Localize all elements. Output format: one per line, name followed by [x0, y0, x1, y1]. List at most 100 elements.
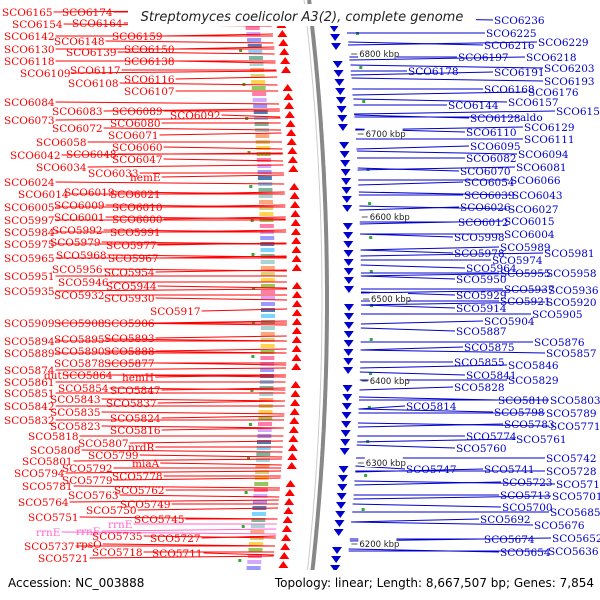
gene-label: SCO5735: [92, 531, 143, 543]
reverse-gene-arrow: [331, 43, 342, 50]
gene-connector: [353, 110, 556, 115]
feature-block: [251, 80, 266, 84]
gene-label: SCO6072: [52, 123, 103, 135]
reverse-gene-arrow: [335, 97, 346, 104]
gene-connector: [105, 322, 287, 326]
feature-block: [248, 56, 263, 60]
reverse-gene-arrow: [336, 493, 347, 500]
gene-label: SCO5864: [62, 370, 113, 382]
forward-gene-arrow: [287, 156, 298, 163]
gene-connector: [353, 495, 552, 500]
feature-block: [249, 542, 264, 546]
gene-connector: [175, 76, 278, 80]
forward-gene-arrow: [284, 111, 295, 118]
feature-block: [260, 320, 275, 324]
gene-connector: [348, 41, 484, 46]
gene-connector: [161, 427, 284, 431]
forward-gene-arrow: [280, 57, 291, 64]
gene-connector: [137, 507, 279, 511]
gene-label: SCO5937: [504, 284, 555, 296]
gene-label: SCO5816: [110, 425, 161, 437]
reverse-gene-arrow: [330, 34, 341, 41]
gene-connector: [161, 415, 285, 419]
gene-connector: [65, 470, 282, 474]
ruler-label-bg: [358, 538, 397, 548]
reverse-gene-arrow: [343, 277, 354, 284]
gene-connector: [353, 98, 508, 103]
gene-label: SCO5674: [484, 534, 535, 546]
gene-label: SCO5854: [58, 383, 109, 395]
gene-label: SCO6229: [538, 37, 589, 49]
gene-connector: [360, 301, 546, 306]
gene-connector: [359, 205, 508, 210]
gene-connector: [163, 33, 273, 37]
feature-block: [260, 248, 275, 252]
gene-label: SCO5764: [18, 497, 69, 509]
gene-label: SCO6148: [54, 36, 105, 48]
feature-block: [258, 416, 273, 420]
reverse-gene-arrow: [341, 196, 352, 203]
marker-dot: [249, 185, 253, 188]
feature-block: [245, 26, 260, 30]
ruler-label-bg: [368, 375, 407, 385]
reverse-gene-arrow: [340, 430, 351, 437]
gene-connector: [350, 64, 544, 69]
gene-label: SCO5794: [14, 468, 65, 480]
gene-connector: [360, 252, 544, 257]
gene-label: SCO5750: [86, 505, 137, 517]
gene-label: rrnE: [36, 527, 60, 539]
feature-block: [258, 410, 273, 414]
gene-label: SCO5847: [110, 385, 161, 397]
forward-gene-arrow: [291, 255, 302, 262]
gene-label: SCO6034: [36, 162, 87, 174]
feature-block: [261, 302, 275, 306]
gene-connector: [358, 181, 464, 186]
gene-label: SCO6144: [448, 100, 499, 112]
gene-connector: [357, 167, 460, 172]
gene-connector: [163, 216, 286, 220]
forward-gene-arrow: [291, 336, 302, 343]
gene-connector: [119, 494, 280, 498]
reverse-gene-arrow: [343, 340, 354, 347]
reverse-gene-arrow: [332, 61, 343, 68]
genome-axis: [307, 0, 329, 600]
gene-connector: [157, 242, 287, 246]
gene-label: SCO5778: [112, 471, 163, 483]
forward-gene-arrow: [291, 291, 302, 298]
gene-label: SCO6203: [544, 63, 595, 75]
reverse-gene-arrow: [333, 70, 344, 77]
gene-label: SCO6071: [108, 130, 159, 142]
reverse-gene-arrow: [330, 565, 341, 572]
gene-label: SCO6042: [10, 150, 61, 162]
gene-connector: [155, 297, 288, 301]
forward-gene-arrow: [289, 192, 300, 199]
feature-block: [257, 428, 272, 432]
gene-connector: [81, 449, 283, 453]
gene-label: SCO6081: [516, 162, 567, 174]
forward-gene-arrow: [284, 489, 295, 496]
gene-connector: [360, 327, 456, 332]
gene-label: SCO5828: [454, 382, 505, 394]
forward-gene-arrow: [290, 210, 301, 217]
gene-connector: [175, 46, 275, 50]
feature-block: [260, 332, 275, 336]
gene-connector: [356, 150, 518, 155]
gene-label: SCO5861: [4, 377, 55, 389]
gene-label: SCO6054: [464, 177, 515, 189]
gene-label: SCO5636: [548, 546, 599, 558]
gene-connector: [350, 71, 494, 76]
gene-label: SCO6154: [12, 19, 63, 31]
gene-connector: [69, 499, 279, 503]
reverse-gene-arrow: [336, 106, 347, 113]
gene-connector: [356, 444, 456, 449]
gene-label: SCO6117: [70, 65, 121, 77]
reverse-gene-arrow: [335, 88, 346, 95]
gene-label: SCO5895: [54, 334, 105, 346]
marker-dot: [369, 270, 373, 273]
gene-label: SCO6218: [526, 52, 577, 64]
forward-gene-arrow: [278, 39, 289, 46]
gene-label: SCO6058: [36, 137, 87, 149]
gene-label: SCO5761: [516, 434, 567, 446]
feature-block: [247, 38, 262, 42]
